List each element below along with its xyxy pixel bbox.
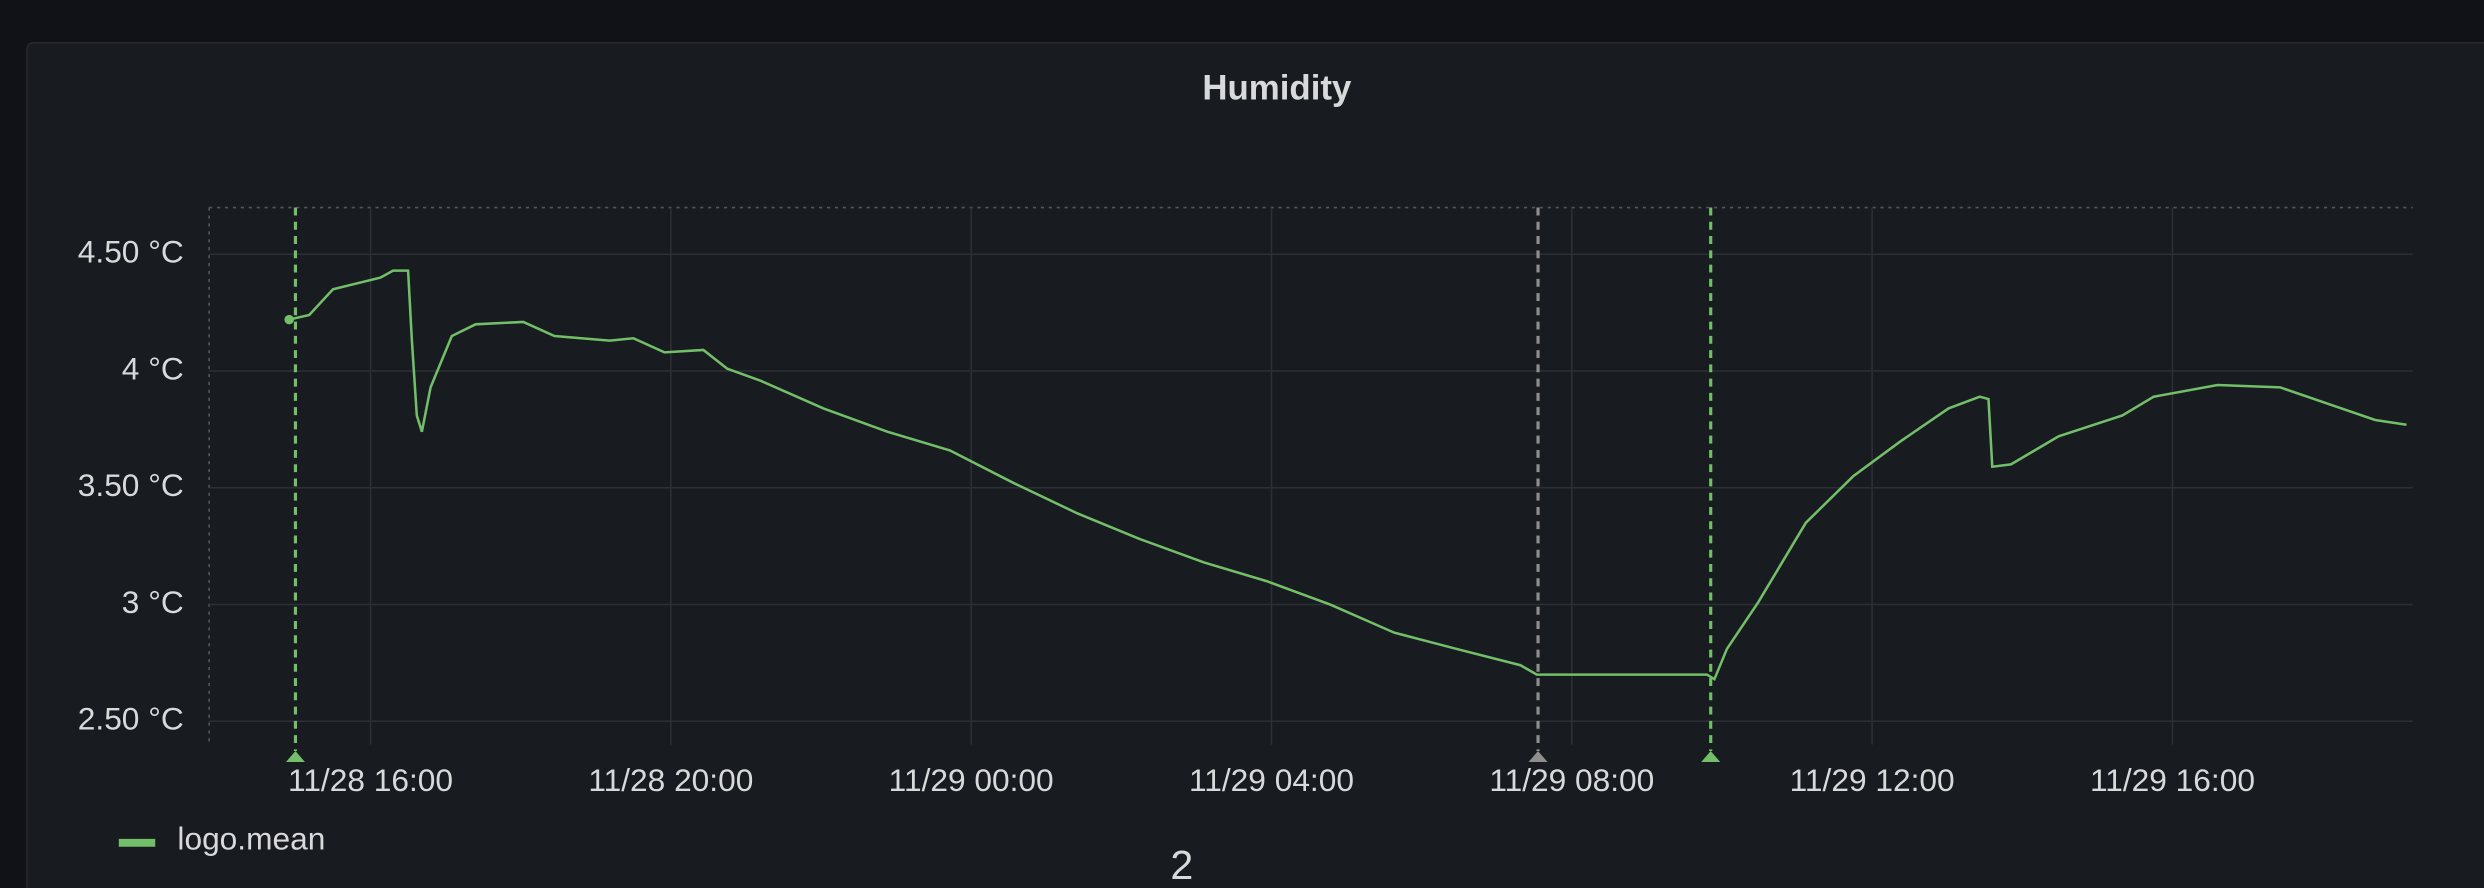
y-tick-label: 4 °C	[122, 350, 184, 386]
x-tick-label: 11/28 16:00	[288, 762, 453, 798]
annotation-marker	[285, 750, 305, 763]
x-tick-label: 11/28 20:00	[588, 762, 753, 798]
point	[284, 314, 294, 325]
y-tick-label: 4.50 °C	[78, 234, 184, 270]
x-tick-label: 11/29 04:00	[1189, 762, 1354, 798]
annotation-marker	[1701, 750, 1721, 763]
series-line	[288, 269, 2407, 682]
y-tick-label: 3 °C	[122, 584, 184, 620]
y-tick-label: 3.50 °C	[78, 467, 184, 503]
plot: 2.50 °C 3 °C 3.50 °C 4 °C 4.50 °C 11/28 16:00…	[78, 207, 2413, 798]
annotation-marker	[1528, 750, 1548, 763]
page-number: 2	[1170, 842, 1193, 888]
y-tick-label: 2.50 °C	[78, 701, 184, 737]
x-tick-label: 11/29 08:00	[1489, 762, 1654, 798]
chart-title: Humidity	[1202, 69, 1352, 108]
x-tick-label: 11/29 00:00	[889, 762, 1054, 798]
legend-label[interactable]: logo.mean	[177, 821, 325, 857]
x-tick-label: 11/29 16:00	[2090, 762, 2255, 798]
x-tick-label: 11/29 12:00	[1790, 762, 1955, 798]
